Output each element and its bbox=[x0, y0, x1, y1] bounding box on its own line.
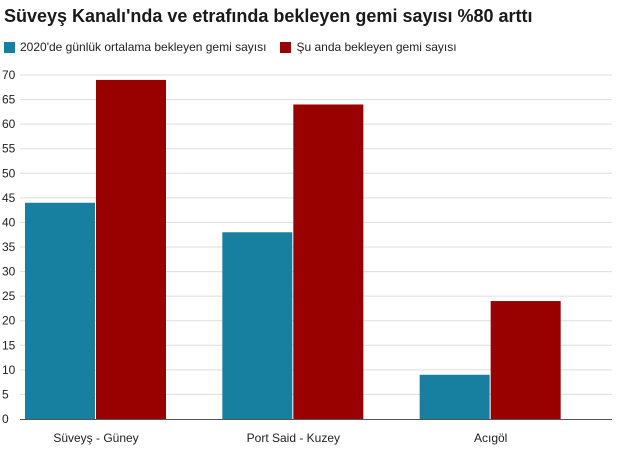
bar-2020-average bbox=[222, 232, 293, 419]
y-tick-label: 55 bbox=[2, 142, 16, 156]
y-tick-label: 25 bbox=[2, 289, 16, 303]
y-tick-label: 65 bbox=[2, 93, 16, 107]
y-tick-label: 5 bbox=[2, 387, 9, 401]
chart-title: Süveyş Kanalı'nda ve etrafında bekleyen … bbox=[4, 6, 533, 26]
legend-swatch-current bbox=[280, 41, 292, 53]
y-tick-label: 60 bbox=[2, 117, 16, 131]
y-tick-label: 40 bbox=[2, 215, 16, 229]
bar-current bbox=[96, 79, 166, 420]
bar-2020-average bbox=[25, 202, 95, 419]
bar-current bbox=[490, 301, 561, 419]
bar-current bbox=[293, 104, 364, 419]
y-tick-label: 35 bbox=[2, 240, 16, 254]
y-tick-label: 20 bbox=[2, 314, 16, 328]
legend-label-2020-average: 2020'de günlük ortalama bekleyen gemi sa… bbox=[20, 40, 267, 54]
x-category-label: Süveyş - Güney bbox=[53, 431, 138, 445]
y-tick-label: 50 bbox=[2, 166, 16, 180]
y-tick-label: 0 bbox=[2, 412, 9, 426]
y-tick-label: 15 bbox=[2, 338, 16, 352]
x-category-label: Acıgöl bbox=[474, 431, 507, 445]
y-tick-label: 70 bbox=[2, 68, 16, 82]
y-tick-label: 45 bbox=[2, 191, 16, 205]
legend-item-2020-average: 2020'de günlük ortalama bekleyen gemi sa… bbox=[4, 40, 266, 54]
legend: 2020'de günlük ortalama bekleyen gemi sa… bbox=[4, 40, 471, 54]
y-tick-label: 10 bbox=[2, 363, 16, 377]
y-tick-label: 30 bbox=[2, 265, 16, 279]
bar-2020-average bbox=[419, 374, 490, 419]
legend-swatch-2020-average bbox=[4, 41, 15, 53]
legend-item-current: Şu anda bekleyen gemi sayısı bbox=[280, 40, 457, 54]
legend-label-current: Şu anda bekleyen gemi sayısı bbox=[296, 40, 457, 54]
x-category-label: Port Said - Kuzey bbox=[247, 431, 340, 445]
